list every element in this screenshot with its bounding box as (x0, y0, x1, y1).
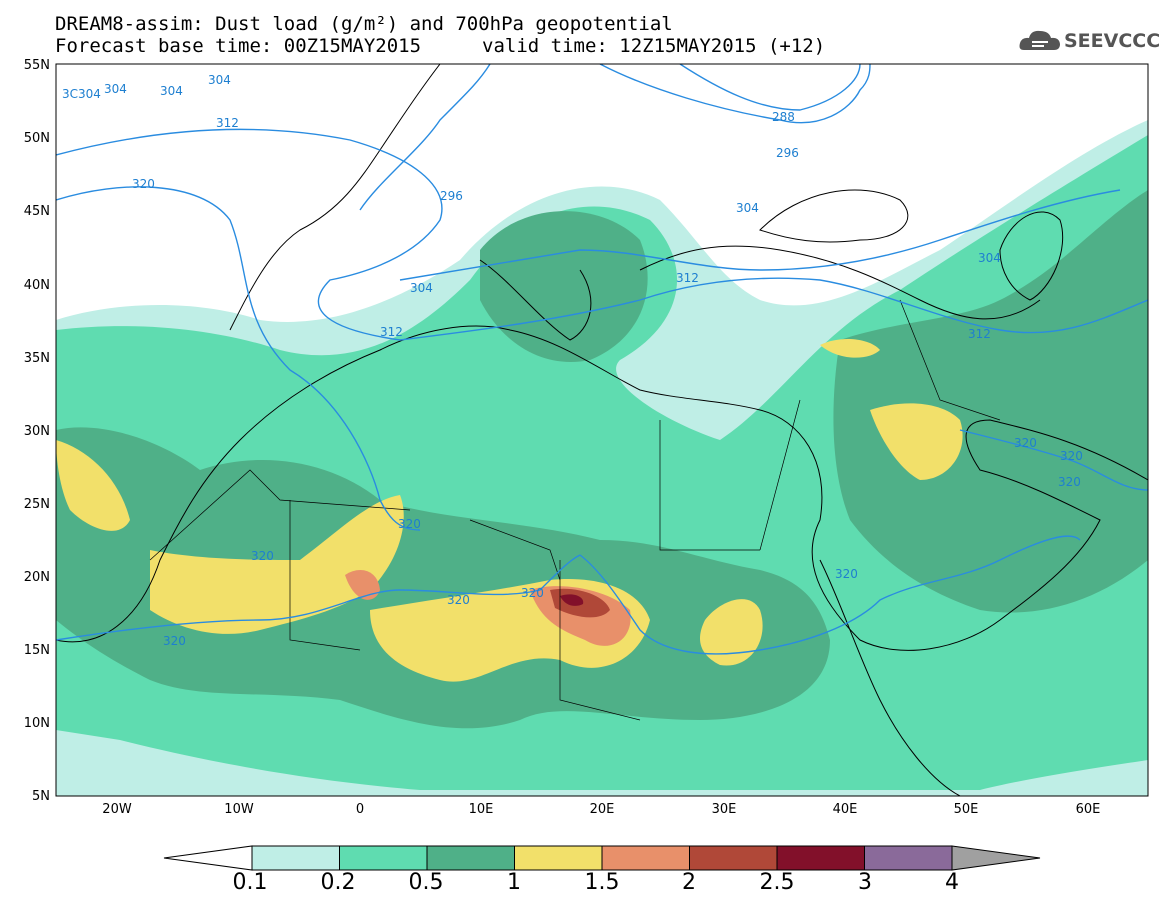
contour-label: 320 (398, 517, 421, 531)
colorbar-label: 0.5 (408, 870, 444, 895)
dust-band-0.5 (56, 427, 830, 729)
dust-band-1 (150, 495, 404, 634)
colorbar (163, 845, 1041, 871)
contour-label: 320 (835, 567, 858, 581)
contour-label: 304 (410, 281, 433, 295)
lon-label: 10E (469, 802, 494, 817)
colorbar-label: 4 (945, 870, 959, 895)
contour-label: 296 (776, 146, 799, 160)
cloud-logo-icon (1019, 30, 1060, 50)
contour-label: 312 (380, 325, 403, 339)
colorbar-cell (689, 845, 778, 871)
dust-band-1-w (56, 440, 130, 531)
lat-label: 25N (24, 497, 50, 512)
colorbar-cell (776, 845, 865, 871)
geopotential-contours (56, 64, 1148, 655)
colorbar-cell (864, 845, 953, 871)
dust-band-1-iraq-n (820, 338, 880, 358)
coastlines (56, 64, 1148, 796)
lon-label: 20E (590, 802, 615, 817)
contour-label: 304 (978, 251, 1001, 265)
lon-label: 20W (102, 802, 132, 817)
lon-label: 10W (224, 802, 254, 817)
contour-labels: 3C304 304 304 304 312 320 296 288 296 30… (62, 73, 1083, 648)
colorbar-cell (339, 845, 428, 871)
colorbar-label: 2 (682, 870, 696, 895)
lon-label: 60E (1076, 802, 1101, 817)
latitude-labels: 55N 50N 45N 40N 35N 30N 25N 20N 15N 10N … (24, 58, 50, 804)
lat-label: 30N (24, 424, 50, 439)
dust-band-2.5 (560, 594, 584, 606)
longitude-labels: 20W 10W 0 10E 20E 30E 40E 50E 60E (102, 802, 1100, 817)
dust-band-1-iraq (870, 403, 963, 480)
lat-label: 50N (24, 131, 50, 146)
lon-label: 30E (712, 802, 737, 817)
contour-label: 288 (772, 110, 795, 124)
lat-label: 45N (24, 204, 50, 219)
dust-band-1.5-mali (345, 570, 380, 600)
logo-text: SEEVCCC (1064, 30, 1161, 52)
contour-label: 304 (208, 73, 231, 87)
lat-label: 15N (24, 643, 50, 658)
contour-label: 320 (1058, 475, 1081, 489)
contour-label: 312 (216, 116, 239, 130)
contour-label: 320 (1014, 436, 1037, 450)
seevccc-logo: SEEVCCC (1018, 26, 1161, 56)
colorbar-label: 0.1 (232, 870, 268, 895)
contour-label: 3C304 (62, 87, 101, 101)
colorbar-cell (514, 845, 603, 871)
lat-label: 55N (24, 58, 50, 73)
contour-label: 320 (447, 593, 470, 607)
dust-band-1-sudan (700, 599, 763, 666)
colorbar-cell (426, 845, 515, 871)
map-frame (55, 63, 1149, 797)
contour-label: 304 (104, 82, 127, 96)
lat-label: 5N (32, 789, 50, 804)
contour-label: 320 (163, 634, 186, 648)
lat-label: 35N (24, 351, 50, 366)
country-borders (149, 299, 1001, 721)
lat-label: 20N (24, 570, 50, 585)
lat-label: 40N (24, 278, 50, 293)
dust-band-0.5-east (833, 190, 1148, 613)
colorbar-label: 1.5 (584, 870, 620, 895)
colorbar-high-arrow (951, 845, 1041, 871)
lon-label: 50E (954, 802, 979, 817)
map-title: DREAM8-assim: Dust load (g/m²) and 700hP… (55, 13, 673, 35)
colorbar-label: 0.2 (320, 870, 356, 895)
dust-band-0.5-italy (480, 211, 648, 362)
contour-label: 312 (968, 327, 991, 341)
colorbar-low-arrow (163, 845, 253, 871)
contour-label: 320 (1060, 449, 1083, 463)
valid-time: valid time: 12Z15MAY2015 (+12) (482, 35, 826, 57)
lat-label: 10N (24, 716, 50, 731)
colorbar-cell (251, 845, 340, 871)
forecast-base-time: Forecast base time: 00Z15MAY2015 (55, 35, 422, 57)
contour-label: 320 (521, 586, 544, 600)
contour-label: 304 (160, 84, 183, 98)
contour-label: 312 (676, 271, 699, 285)
contour-label: 320 (251, 549, 274, 563)
colorbar-cell (601, 845, 690, 871)
dust-field (56, 120, 1148, 796)
contour-label: 320 (132, 177, 155, 191)
lon-label: 0 (356, 802, 364, 817)
colorbar-label: 1 (507, 870, 521, 895)
colorbar-label: 2.5 (759, 870, 795, 895)
contour-label: 296 (440, 189, 463, 203)
colorbar-label: 3 (858, 870, 872, 895)
contour-label: 304 (736, 201, 759, 215)
lon-label: 40E (833, 802, 858, 817)
